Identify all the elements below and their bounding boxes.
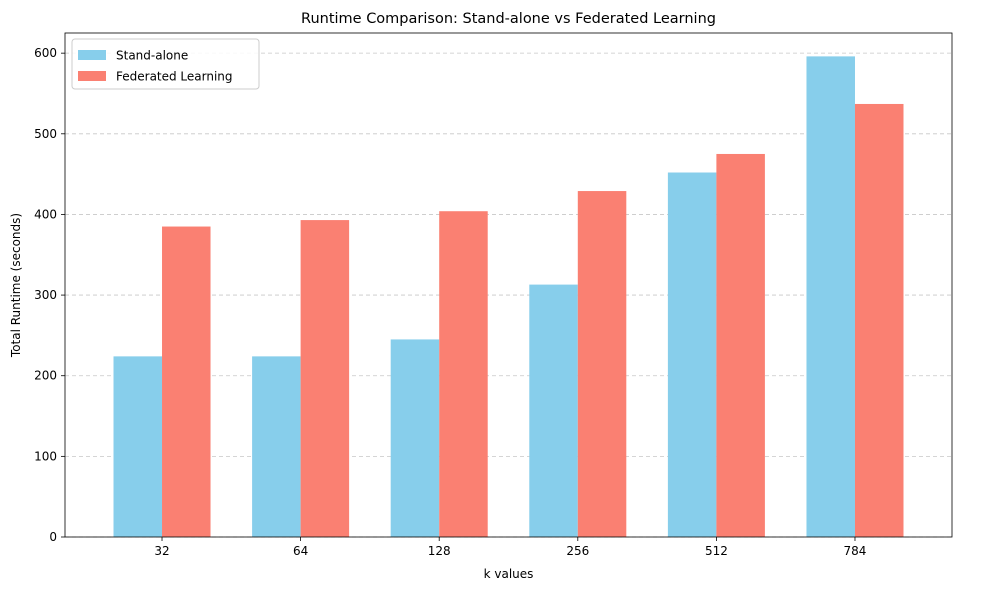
axes-frame <box>64 32 953 538</box>
bar-federated-learning-784 <box>854 103 904 538</box>
bar-stand-alone-128 <box>390 339 440 537</box>
legend-swatch-1 <box>78 71 106 81</box>
x-tick-label-1: 64 <box>293 544 308 558</box>
x-tick-label-5: 784 <box>844 544 867 558</box>
y-tick-label-3: 300 <box>34 288 57 302</box>
axis-ticks: 0 100 200 300 400 500 600 32 64 128 256 512 784 <box>34 46 866 558</box>
bar-stand-alone-512 <box>667 172 717 537</box>
bar-federated-learning-32 <box>162 226 211 537</box>
bars <box>113 56 904 538</box>
y-tick-label-0: 0 <box>49 530 57 544</box>
x-tick-label-0: 32 <box>154 544 169 558</box>
x-tick-label-4: 512 <box>705 544 728 558</box>
chart-title: Runtime Comparison: Stand-alone vs Feder… <box>301 11 716 27</box>
legend-label-1: Federated Learning <box>116 70 233 84</box>
x-axis-label: k values <box>484 567 534 581</box>
legend: Stand-alone Federated Learning <box>71 38 260 90</box>
bar-stand-alone-64 <box>252 356 301 537</box>
bar-federated-learning-64 <box>300 220 350 538</box>
bar-stand-alone-784 <box>806 56 855 538</box>
bar-federated-learning-256 <box>577 191 627 538</box>
y-tick-label-1: 100 <box>34 449 57 463</box>
bar-federated-learning-512 <box>716 153 765 537</box>
bar-stand-alone-32 <box>113 356 163 537</box>
bar-stand-alone-256 <box>529 284 578 537</box>
y-tick-label-4: 400 <box>34 207 57 221</box>
x-tick-label-3: 256 <box>566 544 589 558</box>
y-axis-label: Total Runtime (seconds) <box>9 213 23 358</box>
legend-box <box>71 38 260 90</box>
legend-swatch-0 <box>78 50 106 60</box>
y-tick-label-2: 200 <box>34 369 57 383</box>
y-tick-label-6: 600 <box>34 46 57 60</box>
bar-federated-learning-128 <box>439 211 488 537</box>
x-tick-label-2: 128 <box>428 544 451 558</box>
legend-label-0: Stand-alone <box>116 49 188 63</box>
y-tick-label-5: 500 <box>34 127 57 141</box>
